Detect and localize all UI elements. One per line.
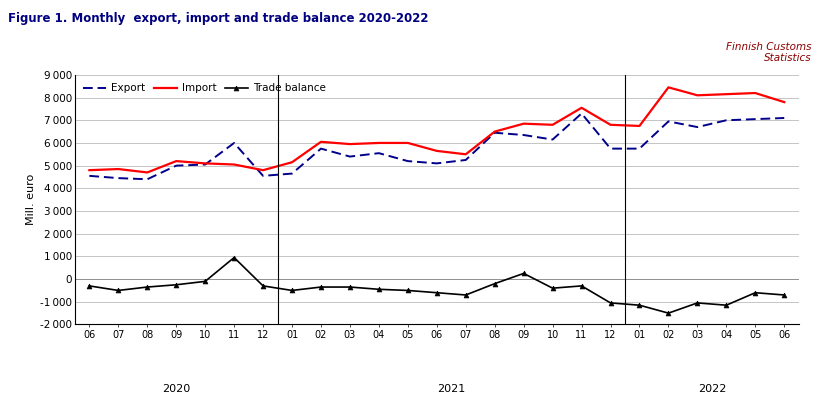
- Export: [316, 146, 326, 151]
- Import: [403, 141, 413, 146]
- Export: [201, 162, 210, 167]
- Export: [663, 119, 673, 124]
- Trade balance: [635, 303, 645, 308]
- Import: [750, 91, 760, 96]
- Text: 2022: 2022: [698, 384, 726, 394]
- Line: Export: Export: [89, 114, 785, 179]
- Export: [113, 176, 123, 181]
- Import: [721, 92, 731, 97]
- Trade balance: [750, 290, 760, 295]
- Export: [750, 116, 760, 121]
- Export: [258, 173, 268, 178]
- Export: [374, 151, 384, 156]
- Import: [374, 141, 384, 146]
- Import: [663, 85, 673, 90]
- Export: [635, 146, 645, 151]
- Trade balance: [229, 255, 239, 260]
- Export: [606, 146, 616, 151]
- Import: [780, 99, 790, 104]
- Line: Trade balance: Trade balance: [87, 255, 787, 316]
- Trade balance: [171, 282, 181, 287]
- Import: [518, 121, 528, 126]
- Trade balance: [374, 287, 384, 292]
- Import: [201, 161, 210, 166]
- Import: [461, 152, 471, 157]
- Import: [606, 122, 616, 127]
- Line: Import: Import: [89, 87, 785, 173]
- Text: 2020: 2020: [162, 384, 191, 394]
- Export: [432, 161, 442, 166]
- Export: [345, 154, 355, 159]
- Trade balance: [84, 283, 94, 288]
- Import: [142, 170, 152, 175]
- Export: [518, 133, 528, 138]
- Import: [171, 158, 181, 163]
- Trade balance: [345, 285, 355, 290]
- Import: [345, 141, 355, 146]
- Trade balance: [432, 290, 442, 295]
- Export: [171, 163, 181, 168]
- Trade balance: [287, 288, 297, 293]
- Trade balance: [547, 286, 557, 291]
- Legend: Export, Import, Trade balance: Export, Import, Trade balance: [80, 80, 329, 97]
- Text: Figure 1. Monthly  export, import and trade balance 2020-2022: Figure 1. Monthly export, import and tra…: [8, 12, 428, 25]
- Import: [113, 166, 123, 171]
- Trade balance: [403, 288, 413, 293]
- Import: [84, 168, 94, 173]
- Export: [229, 141, 239, 146]
- Import: [490, 129, 500, 134]
- Export: [84, 173, 94, 178]
- Import: [692, 93, 702, 98]
- Export: [547, 137, 557, 142]
- Export: [692, 124, 702, 129]
- Trade balance: [113, 288, 123, 293]
- Trade balance: [490, 281, 500, 286]
- Import: [577, 105, 587, 110]
- Export: [287, 171, 297, 176]
- Trade balance: [692, 300, 702, 305]
- Import: [258, 168, 268, 173]
- Import: [635, 124, 645, 129]
- Import: [287, 160, 297, 165]
- Trade balance: [721, 303, 731, 308]
- Text: Finnish Customs
Statistics: Finnish Customs Statistics: [726, 42, 811, 63]
- Trade balance: [201, 279, 210, 284]
- Export: [490, 130, 500, 135]
- Export: [721, 118, 731, 123]
- Export: [142, 177, 152, 182]
- Trade balance: [577, 283, 587, 288]
- Trade balance: [258, 283, 268, 288]
- Trade balance: [780, 292, 790, 297]
- Import: [316, 139, 326, 144]
- Trade balance: [606, 300, 616, 305]
- Export: [780, 116, 790, 121]
- Export: [461, 158, 471, 163]
- Trade balance: [316, 285, 326, 290]
- Import: [432, 149, 442, 154]
- Export: [403, 158, 413, 163]
- Text: 2021: 2021: [437, 384, 465, 394]
- Trade balance: [663, 311, 673, 316]
- Trade balance: [461, 292, 471, 297]
- Trade balance: [142, 285, 152, 290]
- Y-axis label: Mill. euro: Mill. euro: [26, 174, 36, 225]
- Import: [229, 162, 239, 167]
- Import: [547, 122, 557, 127]
- Trade balance: [518, 271, 528, 276]
- Export: [577, 111, 587, 116]
